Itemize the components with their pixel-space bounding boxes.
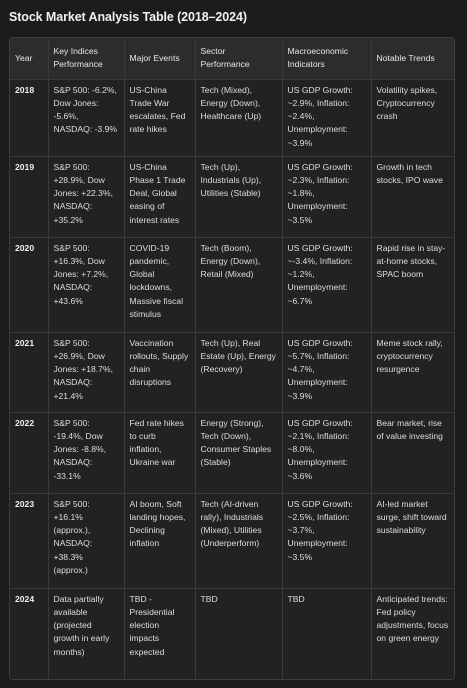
cell-indices: S&P 500: +26.9%, Dow Jones: +18.7%, NASD… (48, 332, 125, 413)
cell-events: US-China Trade War escalates, Fed rate h… (124, 79, 196, 157)
cell-sector: Tech (Up), Industrials (Up), Utilities (… (195, 156, 283, 238)
cell-indices: S&P 500: +28.9%, Dow Jones: +22.3%, NASD… (48, 156, 125, 238)
cell-trends: AI-led market surge, shift toward sustai… (371, 493, 454, 589)
header-sector: Sector Performance (195, 38, 283, 80)
page-title: Stock Market Analysis Table (2018–2024) (9, 10, 247, 24)
cell-macro: US GDP Growth: ~2.1%, Inflation: ~8.0%, … (282, 412, 372, 494)
stock-analysis-table: Year Key Indices Performance Major Event… (9, 37, 455, 680)
cell-indices: Data partially available (projected grow… (48, 588, 125, 679)
cell-indices: S&P 500: +16.1% (approx.), NASDAQ: +38.3… (48, 493, 125, 589)
cell-events: Vaccination rollouts, Supply chain disru… (124, 332, 196, 413)
cell-trends: Growth in tech stocks, IPO wave (371, 156, 454, 238)
table-row: 2021 S&P 500: +26.9%, Dow Jones: +18.7%,… (10, 332, 454, 413)
cell-indices: S&P 500: +16.3%, Dow Jones: +7.2%, NASDA… (48, 237, 125, 333)
cell-macro: US GDP Growth: ~-3.4%, Inflation: ~1.2%,… (282, 237, 372, 333)
header-events: Major Events (124, 38, 196, 80)
cell-macro: US GDP Growth: ~5.7%, Inflation: ~4.7%, … (282, 332, 372, 413)
cell-year: 2023 (10, 493, 49, 589)
cell-year: 2021 (10, 332, 49, 413)
cell-trends: Volatility spikes, Cryptocurrency crash (371, 79, 454, 157)
data-table: Year Key Indices Performance Major Event… (10, 38, 454, 679)
table-header-row: Year Key Indices Performance Major Event… (10, 38, 454, 80)
cell-indices: S&P 500: -6.2%, Dow Jones: -5.6%, NASDAQ… (48, 79, 125, 157)
header-indices: Key Indices Performance (48, 38, 125, 80)
cell-sector: Tech (Up), Real Estate (Up), Energy (Rec… (195, 332, 283, 413)
header-trends: Notable Trends (371, 38, 454, 80)
cell-events: COVID-19 pandemic, Global lockdowns, Mas… (124, 237, 196, 333)
header-year: Year (10, 38, 49, 80)
table-row: 2019 S&P 500: +28.9%, Dow Jones: +22.3%,… (10, 156, 454, 238)
table-row: 2018 S&P 500: -6.2%, Dow Jones: -5.6%, N… (10, 79, 454, 157)
header-macro: Macroeconomic Indicators (282, 38, 372, 80)
cell-year: 2019 (10, 156, 49, 238)
cell-events: TBD - Presidential election impacts expe… (124, 588, 196, 679)
cell-trends: Anticipated trends: Fed policy adjustmen… (376, 593, 449, 644)
cell-sector: TBD (195, 588, 283, 679)
cell-year: 2022 (10, 412, 49, 494)
cell-sector: Tech (AI-driven rally), Industrials (Mix… (195, 493, 283, 589)
cell-year: 2020 (10, 237, 49, 333)
cell-events: Fed rate hikes to curb inflation, Ukrain… (124, 412, 196, 494)
cell-sector: Tech (Boom), Energy (Down), Retail (Mixe… (195, 237, 283, 333)
cell-macro: US GDP Growth: ~2.5%, Inflation: ~3.7%, … (282, 493, 372, 589)
table-row: 2022 S&P 500: -19.4%, Dow Jones: -8.8%, … (10, 412, 454, 494)
cell-events: AI boom, Soft landing hopes, Declining i… (124, 493, 196, 589)
cell-trends: Meme stock rally, cryptocurrency resurge… (371, 332, 454, 413)
table-row: 2020 S&P 500: +16.3%, Dow Jones: +7.2%, … (10, 237, 454, 333)
cell-macro: US GDP Growth: ~2.3%, Inflation: ~1.8%, … (282, 156, 372, 238)
cell-indices: S&P 500: -19.4%, Dow Jones: -8.8%, NASDA… (48, 412, 125, 494)
table-row: 2024 Data partially available (projected… (10, 588, 454, 679)
cell-macro: TBD (282, 588, 372, 679)
cell-sector: Tech (Mixed), Energy (Down), Healthcare … (195, 79, 283, 157)
cell-trends: Rapid rise in stay-at-home stocks, SPAC … (371, 237, 454, 333)
cell-events: US-China Phase 1 Trade Deal, Global easi… (124, 156, 196, 238)
cell-trends: Bear market, rise of value investing (371, 412, 454, 494)
cell-year: 2024 (10, 588, 49, 679)
cell-macro: US GDP Growth: ~2.9%, Inflation: ~2.4%, … (282, 79, 372, 157)
table-row: 2023 S&P 500: +16.1% (approx.), NASDAQ: … (10, 493, 454, 589)
cell-sector: Energy (Strong), Tech (Down), Consumer S… (195, 412, 283, 494)
cell-year: 2018 (10, 79, 49, 157)
